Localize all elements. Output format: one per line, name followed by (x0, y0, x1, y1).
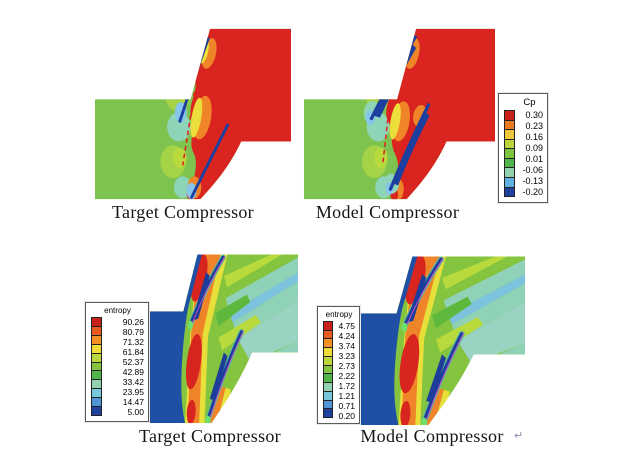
periodic-dashed-line (181, 91, 196, 166)
cp-legend-labels: 0.30 0.23 0.16 0.09 0.01 -0.06 -0.13 -0.20 (522, 110, 543, 197)
entropy-model-legend-labels: 4.75 4.24 3.74 3.23 2.73 2.22 1.72 1.21 0.71 0.20 (338, 321, 355, 421)
inlet-blue-region (148, 254, 202, 424)
outlet-red-region (188, 28, 292, 200)
outlet-red-region (386, 28, 496, 200)
caption-cp-target: Target Compressor (112, 202, 254, 222)
high-entropy-core (185, 333, 202, 390)
entropy-target-legend: entropy 90.26 80.79 71.32 61.84 52.37 42.89 33… (85, 302, 149, 422)
caption-cp-model: Model Compressor (315, 202, 460, 222)
cp-target-contour-plot (94, 28, 292, 200)
panel-entropy-model (357, 250, 525, 427)
entropy-target-legend-colorbar (91, 317, 102, 416)
paragraph-return-mark: ↵ (514, 430, 524, 442)
blade-profile (388, 103, 431, 191)
blade-profile (422, 332, 464, 424)
cp-legend-title: Cp (523, 97, 536, 108)
high-entropy-core (190, 254, 208, 302)
blade-separation-wedge (426, 354, 446, 403)
blade-profile (206, 330, 244, 422)
periodic-dashed-line (382, 95, 392, 164)
entropy-target-legend-title: entropy (104, 306, 131, 315)
entropy-model-legend-title: entropy (325, 310, 353, 319)
blade-profile (188, 255, 225, 327)
entropy-target-contour-plot (148, 254, 298, 424)
blade-profile (190, 123, 230, 199)
panel-entropy-target (148, 248, 298, 425)
panel-cp-model (302, 26, 497, 202)
panel-cp-target (93, 26, 293, 202)
blade-separation-wedge (209, 352, 228, 401)
high-entropy-core (399, 334, 420, 394)
entropy-target-legend-labels: 90.26 80.79 71.32 61.84 52.37 42.89 33.42 23.95… (122, 317, 144, 417)
cp-legend-colorbar (504, 110, 515, 197)
caption-entropy-model: Model Compressor (360, 426, 504, 446)
entropy-model-legend-colorbar (323, 321, 333, 418)
inlet-blue-region (357, 256, 418, 426)
caption-entropy-target: Target Compressor (139, 426, 281, 446)
entropy-model-legend: entropy 4.75 4.24 3.74 3.23 2.73 2.22 1.72 1.21… (317, 306, 360, 424)
cp-legend: Cp 0.30 0.23 0.16 0.09 0.01 -0.06 -0.13 -0.20 (498, 93, 548, 203)
blade-profile (402, 257, 443, 329)
cp-model-contour-plot (303, 28, 496, 200)
entropy-model-contour-plot (357, 256, 525, 426)
blade-separation-wedge (393, 112, 430, 186)
